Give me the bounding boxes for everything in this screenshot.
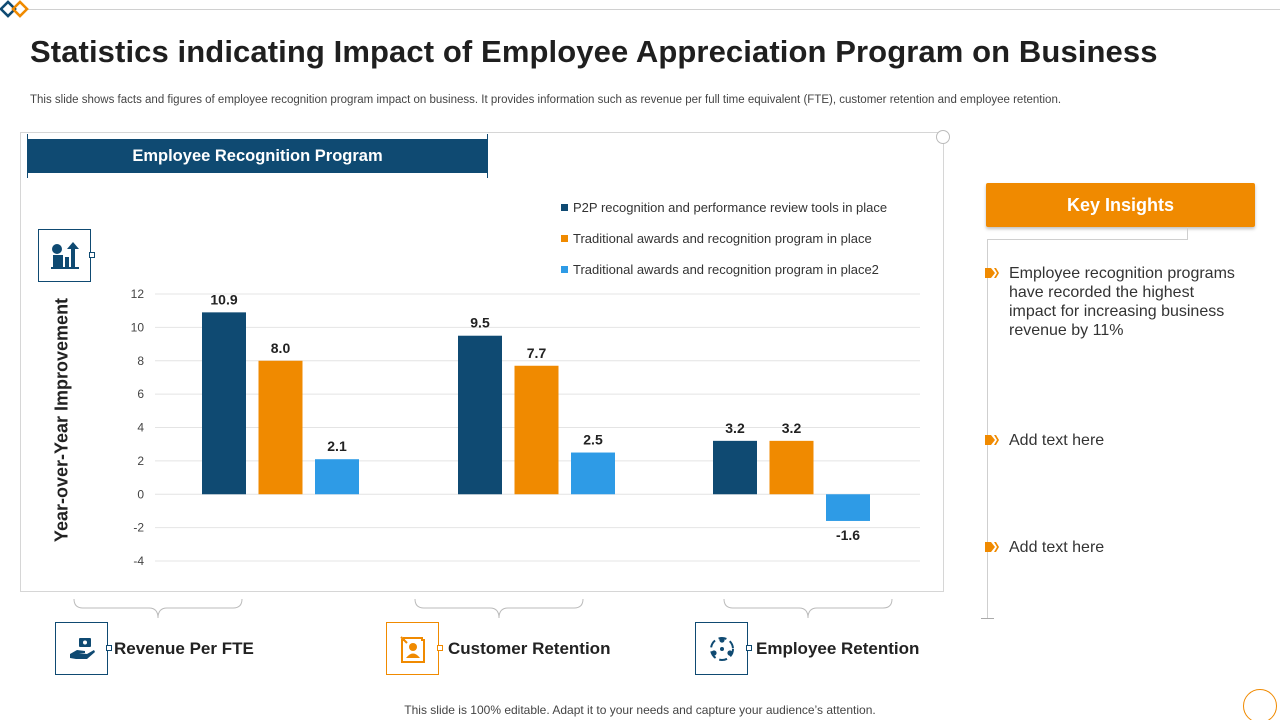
brand-logo-icon <box>0 0 29 18</box>
bar <box>826 494 870 521</box>
data-label: 10.9 <box>210 291 237 307</box>
bar <box>769 440 814 495</box>
insight-text: Add text here <box>1009 432 1105 449</box>
chevron-bullet-icon <box>985 435 999 445</box>
y-tick-label: 6 <box>137 387 144 401</box>
y-tick-label: 12 <box>131 287 145 301</box>
panel-corner-dot <box>936 130 950 144</box>
page-title: Statistics indicating Impact of Employee… <box>30 34 1158 69</box>
key-insights-header: Key Insights <box>986 183 1255 227</box>
insight-text: Employee recognition programs have recor… <box>1009 265 1235 339</box>
data-label: 3.2 <box>782 420 802 436</box>
banner-tick-left <box>27 134 28 178</box>
legend-label: Traditional awards and recognition progr… <box>573 231 872 246</box>
chart-icon-box <box>38 229 95 282</box>
category-brace <box>73 598 243 619</box>
category-label-revenue: Revenue Per FTE <box>114 639 254 658</box>
legend-item: P2P recognition and performance review t… <box>561 192 887 223</box>
insight-item: Employee recognition programs have recor… <box>985 264 1244 340</box>
data-label: -1.6 <box>836 527 860 543</box>
bar <box>713 440 757 495</box>
y-tick-label: 4 <box>137 421 144 435</box>
legend-label: P2P recognition and performance review t… <box>573 200 888 215</box>
revenue-icon-box <box>55 622 112 675</box>
y-tick-label: 0 <box>137 487 144 501</box>
insights-timeline <box>987 239 988 619</box>
footer-text: This slide is 100% editable. Adapt it to… <box>404 703 876 717</box>
legend-label: Traditional awards and recognition progr… <box>573 262 879 277</box>
category-label-employee: Employee Retention <box>756 639 920 658</box>
insight-item: Add text here <box>985 431 1244 450</box>
data-label: 2.5 <box>583 432 603 448</box>
insights-connector <box>1187 227 1188 240</box>
bar <box>458 335 502 495</box>
footer-note: This slide is 100% editable. Adapt it to… <box>0 703 1280 717</box>
chart-legend: P2P recognition and performance review t… <box>561 192 887 285</box>
data-label: 8.0 <box>271 340 291 356</box>
growth-tools-icon <box>50 241 79 269</box>
legend-swatch <box>561 266 568 273</box>
y-tick-label: -2 <box>133 521 144 535</box>
chart-banner: Employee Recognition Program <box>27 139 488 173</box>
legend-item: Traditional awards and recognition progr… <box>561 254 887 285</box>
page-subtitle: This slide shows facts and figures of em… <box>30 94 1062 106</box>
people-cycle-icon <box>709 636 734 661</box>
category-brace <box>414 598 584 619</box>
y-tick-label: -4 <box>133 554 144 568</box>
insight-text: Add text here <box>1009 539 1105 556</box>
top-rule <box>28 9 1280 10</box>
chevron-bullet-icon <box>985 542 999 552</box>
y-tick-label: 8 <box>137 354 144 368</box>
bar <box>571 452 615 495</box>
data-label: 9.5 <box>470 315 490 331</box>
legend-swatch <box>561 235 568 242</box>
bar <box>258 360 303 495</box>
employee-icon-box <box>695 622 752 675</box>
bar <box>315 459 359 495</box>
y-tick-label: 10 <box>131 320 145 334</box>
bar <box>202 312 246 495</box>
insights-timeline-foot <box>981 618 994 619</box>
legend-swatch <box>561 204 568 211</box>
banner-tick-right <box>487 134 488 178</box>
chevron-bullet-icon <box>985 268 999 278</box>
y-tick-label: 2 <box>137 454 144 468</box>
insight-item: Add text here <box>985 538 1244 557</box>
customer-icon-box <box>386 622 443 675</box>
money-hand-icon <box>69 637 95 659</box>
data-label: 7.7 <box>527 345 547 361</box>
customer-badge-icon <box>399 635 425 663</box>
insights-connector <box>987 239 1187 240</box>
legend-item: Traditional awards and recognition progr… <box>561 223 887 254</box>
bar <box>514 365 559 495</box>
category-brace <box>723 598 893 619</box>
data-label: 2.1 <box>327 438 347 454</box>
data-label: 3.2 <box>725 420 745 436</box>
category-label-customer: Customer Retention <box>448 639 611 658</box>
corner-decoration <box>1243 689 1277 720</box>
